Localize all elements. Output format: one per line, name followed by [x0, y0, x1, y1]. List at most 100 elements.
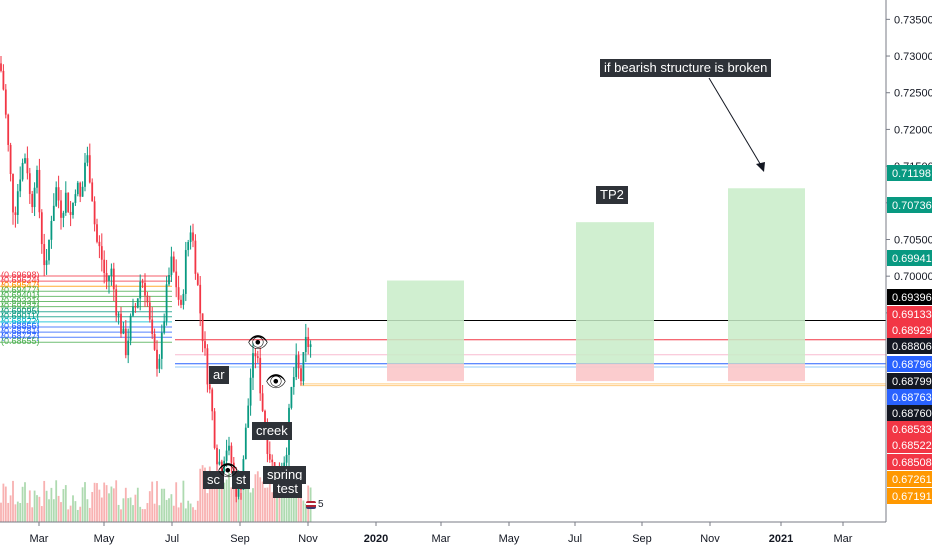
candle-body: [72, 202, 74, 215]
volume-bar: [43, 480, 46, 522]
eye-icon[interactable]: 👁: [265, 372, 287, 391]
sc-label[interactable]: sc: [203, 471, 224, 489]
candle-body: [256, 356, 259, 358]
callout-arrow: [708, 77, 765, 172]
callout-label[interactable]: if bearish structure is broken: [600, 59, 772, 77]
candle-body: [67, 192, 70, 212]
volume-bar: [52, 499, 55, 522]
y-tick-label: 0.72000: [894, 124, 932, 136]
candle-body: [259, 357, 262, 394]
volume-bar: [160, 488, 163, 522]
candle-body: [144, 282, 146, 296]
candle-body: [182, 293, 185, 305]
volume-bar: [259, 477, 262, 522]
candle-body: [52, 205, 55, 221]
candle-body: [139, 281, 142, 299]
candle-body: [16, 191, 19, 215]
test-label[interactable]: test: [273, 480, 302, 498]
candle-body: [168, 275, 170, 285]
volume-bar: [213, 485, 216, 522]
candle-body: [213, 411, 216, 448]
candle-body: [93, 201, 96, 225]
volume-bar: [148, 491, 151, 522]
x-tick-label: Jul: [568, 533, 582, 545]
candle-body: [129, 315, 132, 341]
candle-body: [134, 306, 137, 308]
volume-bar: [0, 502, 2, 522]
volume-bar: [120, 509, 122, 522]
candle-body: [206, 348, 209, 385]
volume-bar: [247, 471, 250, 522]
volume-bar: [127, 498, 130, 522]
candle-body: [211, 389, 214, 412]
volume-bar: [69, 505, 72, 522]
creek-label[interactable]: creek: [252, 422, 292, 440]
candle-body: [64, 192, 67, 213]
candle-body: [33, 187, 36, 208]
volume-bar: [156, 481, 158, 522]
volume-bar: [184, 508, 187, 522]
candle-body: [122, 328, 125, 334]
stop-zone: [387, 363, 464, 382]
price-tag: [887, 289, 932, 305]
volume-bar: [283, 480, 286, 522]
volume-bar: [74, 501, 77, 522]
volume-bar: [81, 487, 84, 522]
candle-body: [100, 246, 103, 260]
candle-body: [24, 158, 26, 163]
candle-body: [292, 377, 295, 388]
candle-body: [43, 244, 46, 266]
candle-body: [230, 445, 233, 463]
ar-label[interactable]: ar: [209, 366, 229, 384]
price-tag-label: 0.69941: [892, 253, 932, 265]
volume-bar: [153, 503, 156, 522]
volume-bar: [151, 481, 154, 522]
candle-body: [290, 387, 293, 408]
volume-bar: [31, 507, 34, 522]
price-tag-label: 0.67191: [892, 491, 932, 503]
candle-body: [172, 256, 175, 272]
candle-body: [115, 289, 118, 316]
candle-body: [57, 187, 60, 201]
candle-body: [223, 460, 226, 473]
price-tag-label: 0.67261: [892, 474, 932, 486]
price-tag: [887, 356, 932, 372]
volume-bar: [254, 474, 257, 522]
eye-icon[interactable]: 👁: [247, 333, 269, 352]
candle-body: [204, 341, 206, 349]
price-tag: [887, 437, 932, 453]
candle-body: [12, 174, 14, 213]
volume-bar: [98, 489, 101, 522]
volume-bar: [242, 481, 245, 522]
volume-bar: [117, 504, 120, 522]
x-tick-label: Mar: [834, 533, 853, 545]
volume-bar: [16, 501, 19, 522]
volume-bar: [192, 507, 194, 522]
volume-bar: [158, 505, 161, 522]
volume-bar: [252, 488, 254, 522]
volume-bar: [261, 481, 264, 522]
x-tick-label: Sep: [632, 533, 652, 545]
eye-icon[interactable]: 👁: [217, 461, 239, 480]
volume-bar: [110, 486, 113, 522]
tp2-label[interactable]: TP2: [596, 186, 628, 204]
st-label[interactable]: st: [232, 471, 251, 489]
volume-bar: [182, 480, 185, 522]
spring-label[interactable]: spring: [263, 466, 307, 484]
candle-body: [45, 260, 48, 266]
volume-bar: [24, 482, 26, 522]
price-tag: [887, 454, 932, 470]
candle-body: [9, 144, 12, 175]
volume-bar: [112, 488, 115, 522]
candle-body: [14, 212, 17, 215]
x-tick-label: 2020: [364, 533, 388, 545]
volume-bar: [122, 498, 125, 522]
candle-body: [175, 271, 178, 288]
candle-body: [201, 313, 204, 342]
candle-body: [76, 182, 79, 195]
volume-bar: [132, 505, 134, 522]
price-tag-label: 0.68760: [892, 408, 932, 420]
volume-bar: [285, 474, 288, 522]
candle-body: [31, 193, 34, 208]
